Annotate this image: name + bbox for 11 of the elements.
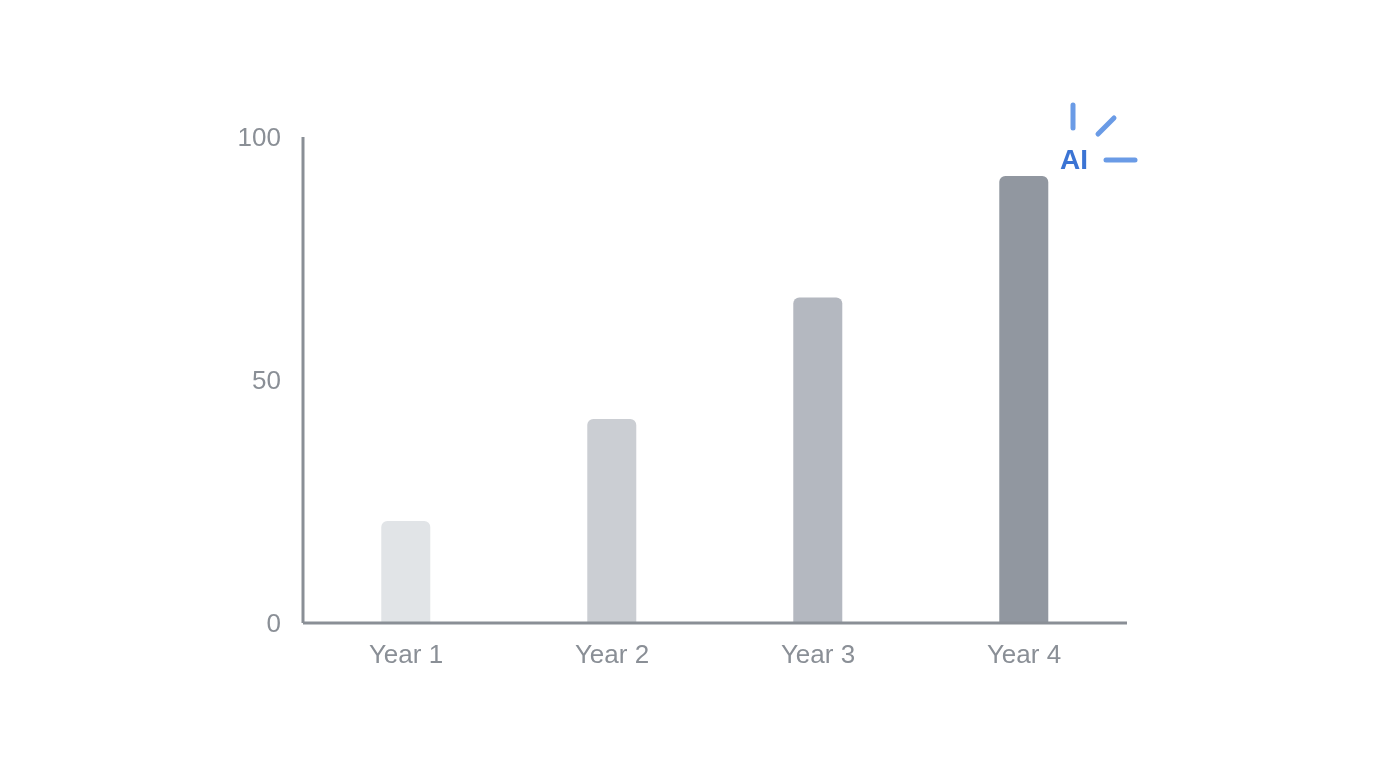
x-tick-label: Year 4: [986, 639, 1062, 670]
x-tick-label: Year 2: [574, 639, 650, 670]
x-tick-label: Year 1: [368, 639, 444, 670]
x-tick-label: Year 3: [780, 639, 856, 670]
y-tick-label: 50: [252, 365, 281, 396]
y-tick-label: 100: [237, 122, 281, 153]
bar: [793, 297, 843, 623]
bar: [587, 418, 637, 623]
annotation: AI: [1060, 144, 1088, 176]
bar: [381, 520, 431, 623]
y-tick-label: 0: [266, 608, 281, 639]
